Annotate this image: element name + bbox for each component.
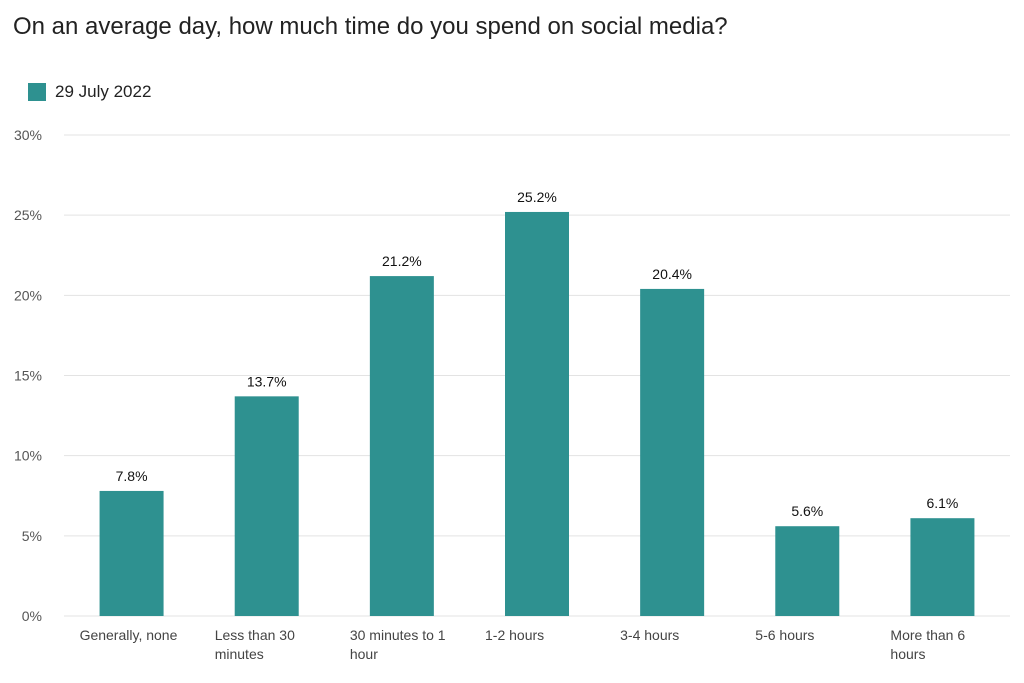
- legend: 29 July 2022: [28, 82, 151, 102]
- x-axis-labels: Generally, none Less than 30 minutes 30 min…: [80, 627, 966, 662]
- bar[interactable]: [369, 276, 434, 616]
- value-labels: 7.8% 13.7% 21.2% 25.2% 20.4% 5.6% 6.1%: [116, 189, 959, 519]
- y-tick-label: 10%: [14, 448, 42, 464]
- bar[interactable]: [99, 490, 164, 616]
- y-axis-ticks: 0% 5% 10% 15% 20% 25% 30%: [14, 127, 42, 624]
- x-category-label: 30 minutes to 1 hour: [350, 627, 446, 662]
- bar-value-label: 7.8%: [116, 468, 148, 484]
- bar-value-label: 13.7%: [247, 373, 287, 389]
- x-category-label: 5-6 hours: [755, 627, 814, 643]
- bar[interactable]: [640, 288, 705, 616]
- bars: [99, 211, 975, 616]
- x-category-label: Less than 30 minutes: [215, 627, 295, 662]
- x-category-label: Generally, none: [80, 627, 178, 643]
- bar-value-label: 20.4%: [652, 266, 692, 282]
- bar-value-label: 5.6%: [791, 503, 823, 519]
- y-tick-label: 0%: [22, 608, 42, 624]
- bar-value-label: 21.2%: [382, 253, 422, 269]
- bar-value-label: 25.2%: [517, 189, 557, 205]
- y-tick-label: 20%: [14, 287, 42, 303]
- legend-swatch: [28, 83, 46, 101]
- legend-label: 29 July 2022: [55, 82, 152, 101]
- x-category-label: More than 6 hours: [890, 627, 965, 662]
- x-category-label: 1-2 hours: [485, 627, 544, 643]
- y-tick-label: 25%: [14, 207, 42, 223]
- x-category-label: 3-4 hours: [620, 627, 679, 643]
- bar[interactable]: [775, 526, 840, 616]
- bar[interactable]: [234, 396, 299, 616]
- y-tick-label: 15%: [14, 368, 42, 384]
- bar-value-label: 6.1%: [926, 495, 958, 511]
- bar[interactable]: [505, 211, 569, 616]
- chart-title: On an average day, how much time do you …: [13, 13, 728, 40]
- y-tick-label: 30%: [14, 127, 42, 143]
- bar[interactable]: [910, 518, 975, 616]
- y-tick-label: 5%: [22, 528, 42, 544]
